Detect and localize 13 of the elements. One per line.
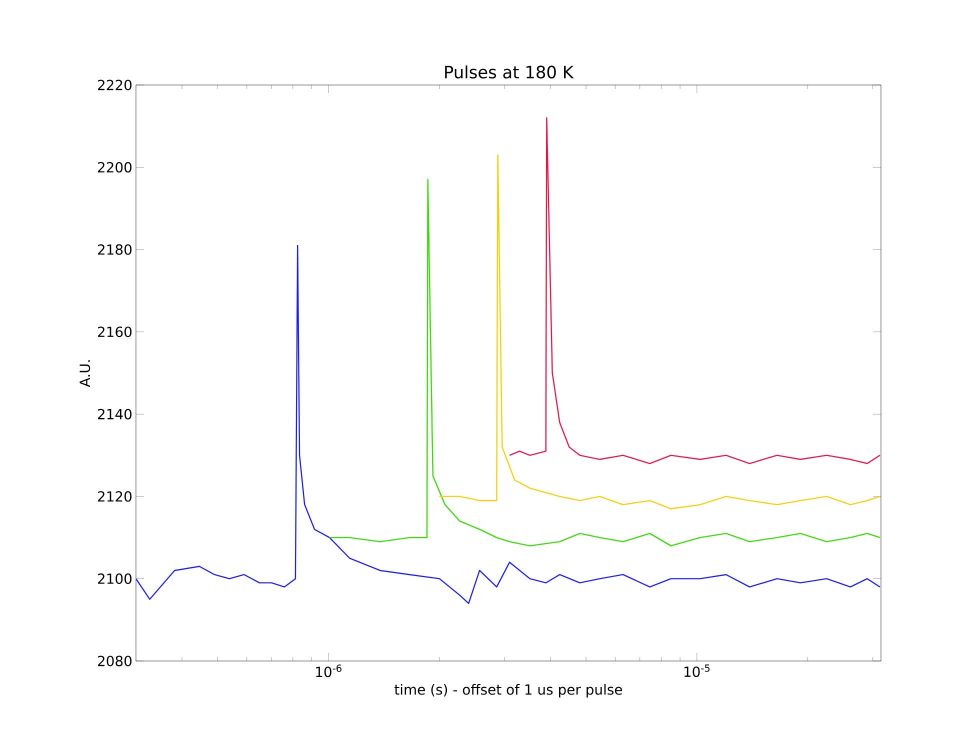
y-tick-label: 2100	[98, 573, 132, 584]
y-tick-label: 2220	[98, 80, 132, 90]
x-axis-title: time (s) - offset of 1 us per pulse	[394, 684, 622, 698]
y-tick-label: 2200	[98, 162, 132, 173]
chart-title: Pulses at 180 K	[445, 65, 574, 78]
y-tick-label: 2120	[98, 491, 132, 502]
x-tick-label: 10$^{-5}$	[684, 664, 710, 678]
y-tick-label: 2160	[98, 326, 132, 338]
x-tick-label: 10$^{-6}$	[316, 664, 342, 678]
y-tick-label: 2180	[98, 244, 132, 255]
y-tick-label: 2080	[98, 656, 132, 666]
y-tick-label: 2140	[98, 408, 132, 420]
y-axis-title: A.U.	[80, 360, 90, 388]
